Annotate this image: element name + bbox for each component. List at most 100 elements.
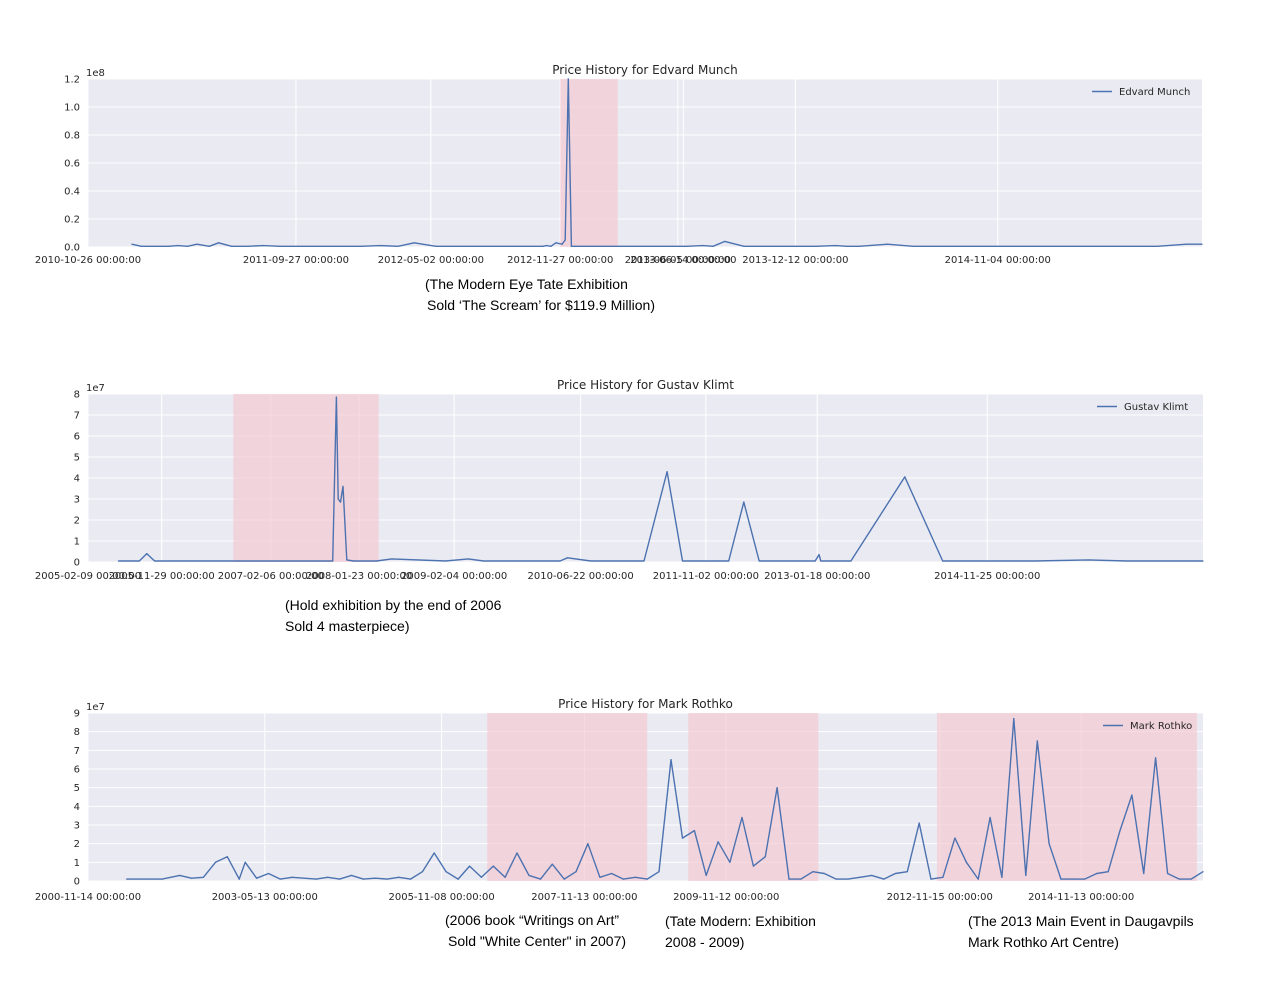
data-point	[686, 245, 688, 247]
data-point	[1119, 830, 1121, 832]
data-point	[350, 874, 353, 877]
x-tick-label: 2011-09-27 00:00:00	[243, 255, 349, 266]
data-point	[341, 245, 343, 247]
data-point	[883, 878, 885, 880]
x-tick-label: 2009-02-04 00:00:00	[401, 571, 507, 582]
data-point	[815, 245, 818, 247]
data-point	[1201, 243, 1203, 245]
data-point	[539, 878, 542, 880]
annotation-line: Sold 4 masterpiece)	[285, 618, 410, 634]
data-point	[743, 245, 745, 247]
data-point	[820, 560, 822, 562]
data-point	[1036, 740, 1038, 742]
data-point	[322, 560, 324, 562]
data-point	[207, 560, 209, 562]
data-point	[346, 559, 348, 561]
y-tick-label: 6	[74, 432, 80, 443]
y-tick-label: 9	[74, 709, 80, 720]
data-point	[563, 878, 565, 880]
y-tick-label: 8	[74, 390, 80, 401]
data-point	[645, 245, 647, 247]
x-tick-label: 2013-01-18 00:00:00	[764, 571, 870, 582]
data-point	[268, 560, 271, 562]
data-point	[1190, 878, 1192, 880]
data-point	[858, 245, 860, 247]
y-tick-label: 3	[74, 821, 80, 832]
data-point	[444, 560, 447, 562]
data-point	[238, 560, 240, 562]
data-point	[693, 830, 695, 832]
data-point	[575, 871, 577, 873]
data-point	[566, 557, 569, 559]
chart-title: Price History for Edvard Munch	[552, 63, 737, 77]
data-point	[467, 558, 469, 560]
data-point	[238, 878, 240, 880]
y-tick-label: 2	[74, 839, 80, 850]
data-point	[912, 245, 914, 247]
data-point	[421, 871, 423, 873]
y-tick-label: 8	[74, 727, 80, 738]
data-point	[1060, 878, 1062, 880]
annotation-line: 2008 - 2009)	[665, 934, 745, 950]
y-multiplier: 1e8	[86, 68, 105, 79]
data-point	[398, 876, 400, 878]
data-point	[409, 878, 412, 880]
data-point	[1072, 878, 1074, 880]
series-line	[118, 396, 1203, 562]
data-point	[332, 560, 334, 562]
legend-label: Mark Rothko	[1130, 721, 1192, 732]
y-tick-label: 7	[74, 411, 80, 422]
rothko-annotation-writings: (2006 book “Writings on Art” Sold "White…	[445, 910, 626, 952]
data-point	[1057, 245, 1060, 247]
data-point	[138, 560, 140, 562]
data-point	[559, 560, 561, 562]
chart-title: Price History for Gustav Klimt	[557, 378, 734, 392]
klimt-annotation: (Hold exhibition by the end of 2006 Sold…	[285, 595, 501, 637]
data-point	[161, 878, 163, 880]
data-point	[989, 816, 991, 819]
data-point	[468, 865, 471, 867]
data-point	[267, 872, 270, 875]
data-point	[658, 871, 660, 873]
data-point	[126, 878, 128, 880]
y-tick-label: 0.2	[64, 215, 80, 226]
data-point	[256, 877, 258, 879]
data-point	[788, 878, 790, 880]
data-point	[342, 485, 344, 487]
data-point	[190, 877, 193, 879]
data-point	[1154, 757, 1157, 759]
data-point	[1048, 843, 1050, 845]
data-point	[146, 553, 148, 555]
data-point	[319, 245, 321, 247]
y-tick-label: 1.0	[64, 103, 80, 114]
data-point	[590, 560, 592, 562]
data-point	[776, 787, 778, 789]
x-tick-label: 2010-06-22 00:00:00	[528, 571, 634, 582]
data-point	[246, 245, 248, 247]
y-tick-label: 0	[74, 877, 80, 888]
series-points	[126, 718, 1204, 880]
data-point	[413, 242, 415, 244]
legend-label: Edvard Munch	[1119, 87, 1190, 98]
series-points	[131, 78, 1203, 247]
data-point	[814, 560, 816, 562]
series-line	[126, 717, 1204, 880]
data-point	[445, 871, 447, 873]
x-tick-label: 2003-05-13 00:00:00	[212, 892, 318, 903]
data-point	[208, 245, 210, 247]
highlight-span	[487, 713, 648, 881]
data-point	[315, 878, 317, 880]
data-point	[337, 498, 339, 500]
data-point	[1100, 245, 1102, 247]
data-point	[724, 240, 726, 242]
data-point	[800, 878, 802, 880]
data-point	[327, 876, 329, 878]
x-tick-label: 2005-02-09 00:00:00	[35, 571, 141, 582]
data-point	[457, 245, 459, 247]
data-point	[1156, 245, 1159, 247]
data-point	[871, 874, 873, 877]
data-point	[1185, 243, 1188, 245]
data-point	[717, 841, 719, 843]
x-tick-label: 2013-12-12 00:00:00	[742, 255, 848, 266]
annotation-line: (The 2013 Main Event in Daugavpils	[968, 913, 1194, 929]
